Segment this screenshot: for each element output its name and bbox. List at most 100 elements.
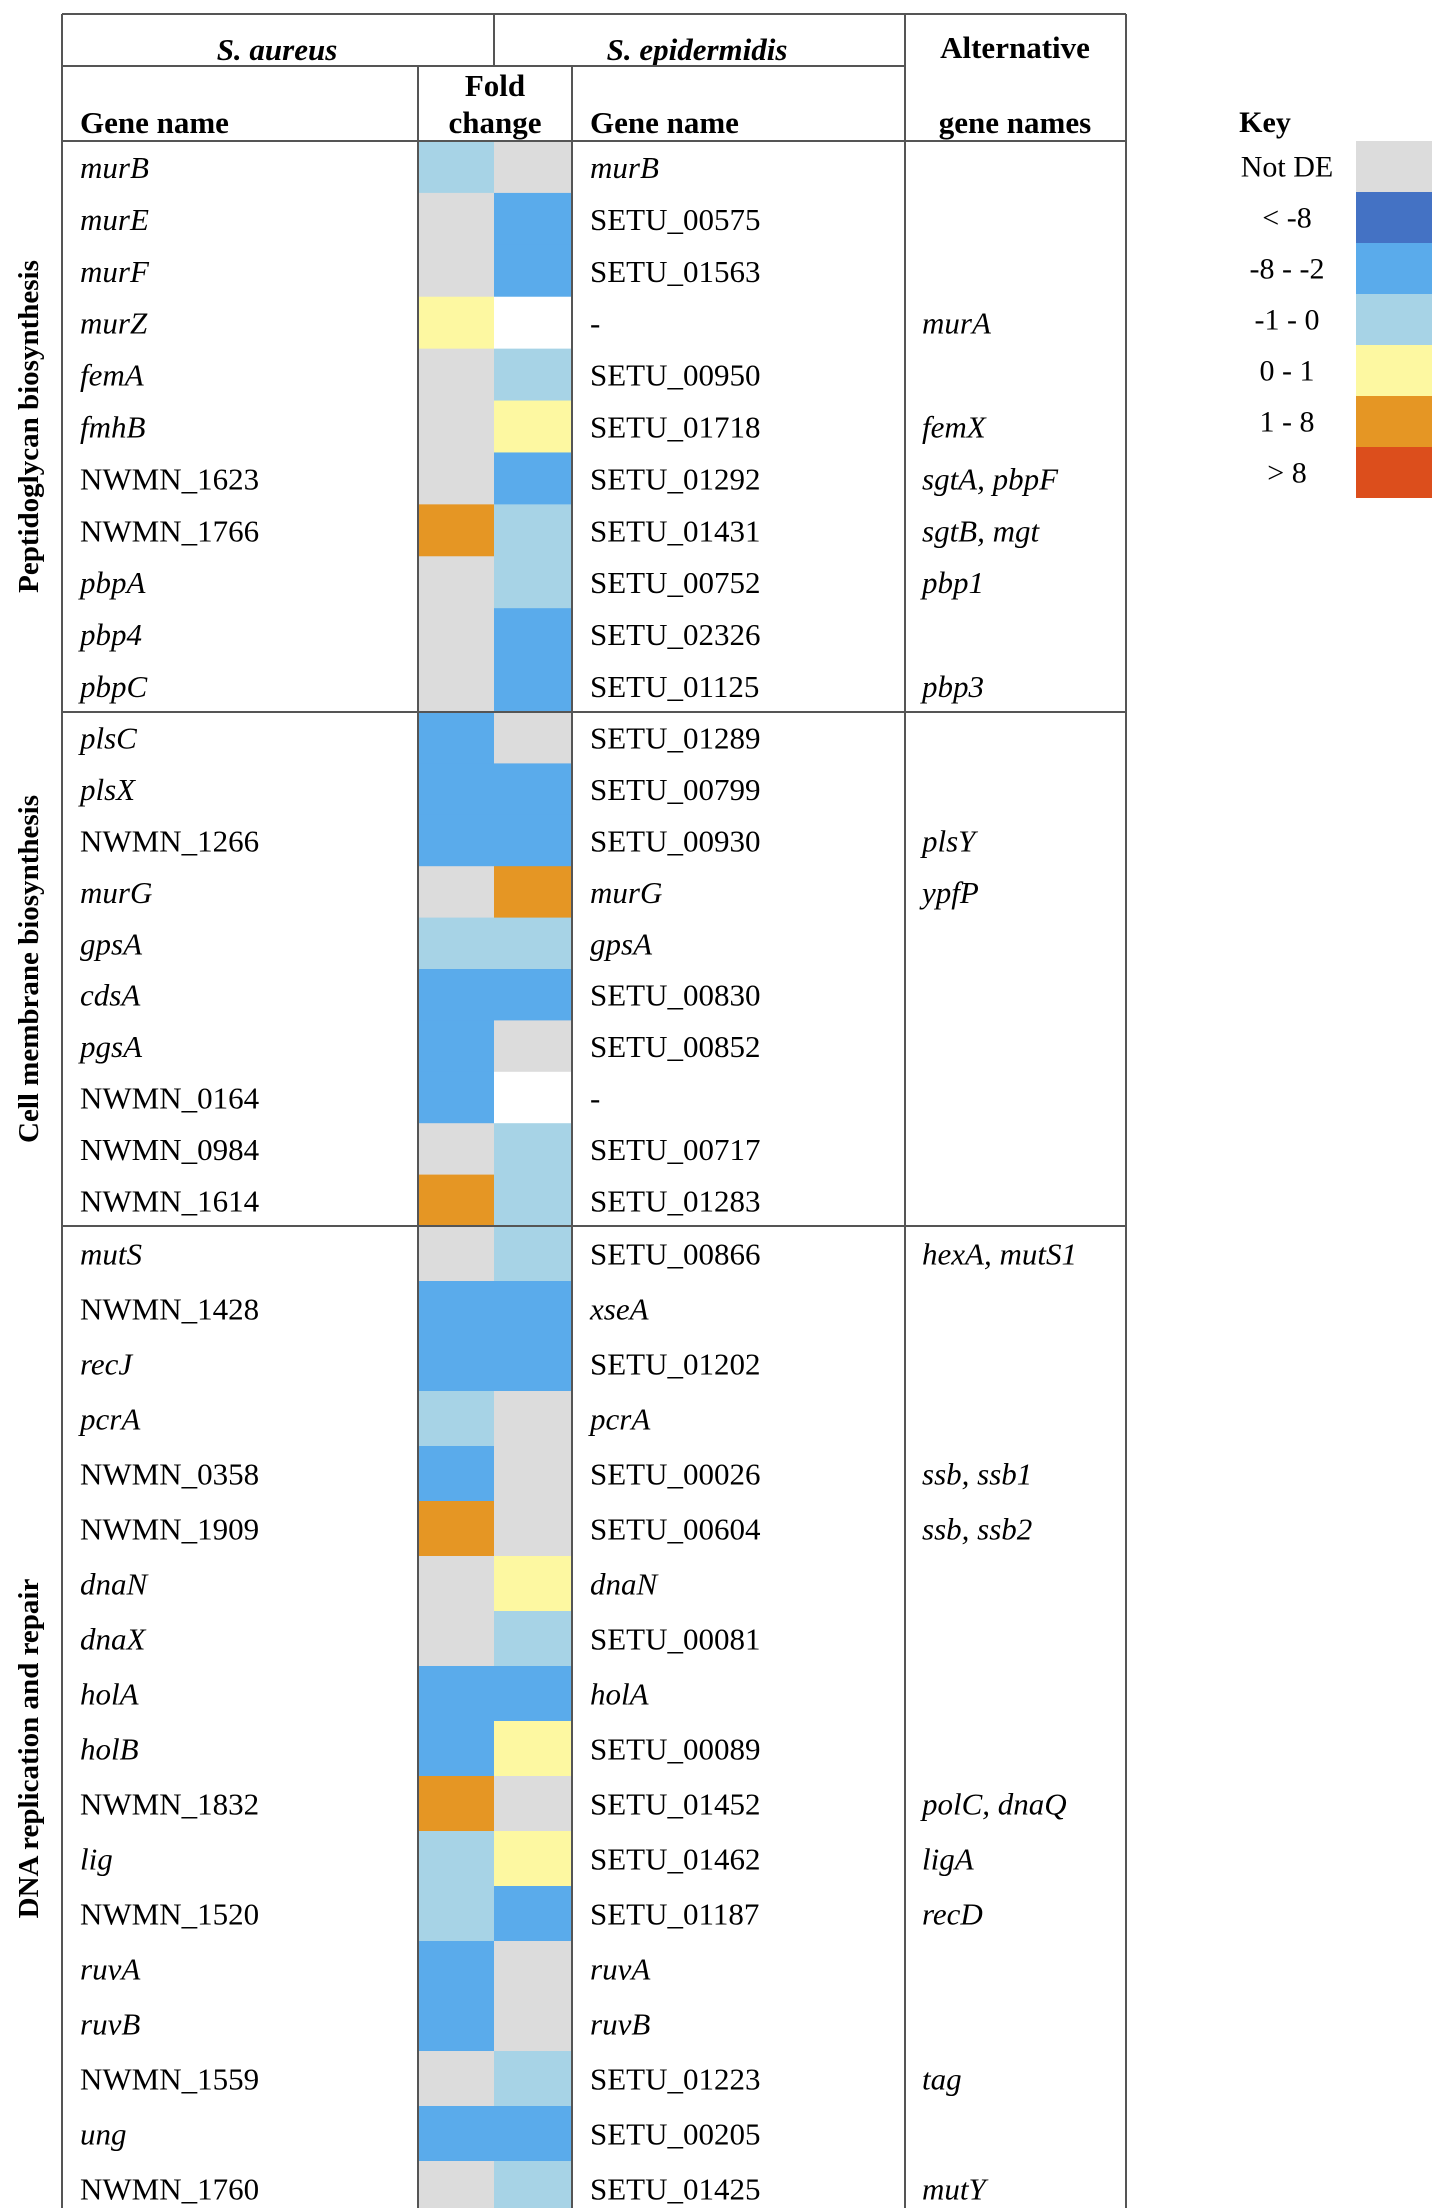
alternative-gene-name: polC, dnaQ bbox=[920, 1787, 1067, 1822]
fold-change-cell-epidermidis bbox=[494, 712, 572, 764]
fold-change-cell-epidermidis bbox=[494, 1446, 572, 1502]
fold-change-cell-aureus bbox=[418, 712, 494, 764]
alternative-gene-name: recD bbox=[922, 1897, 983, 1932]
key-label: > 8 bbox=[1267, 457, 1306, 490]
header-fold-line1: Fold bbox=[465, 68, 525, 103]
fold-change-cell-aureus bbox=[418, 1996, 494, 2052]
header-alternative-line1: Alternative bbox=[940, 30, 1090, 65]
fold-change-cell-epidermidis bbox=[494, 660, 572, 713]
gene-name-aureus: mutS bbox=[80, 1237, 142, 1272]
gene-name-epidermidis: SETU_00852 bbox=[590, 1029, 761, 1064]
gene-name-aureus: dnaN bbox=[80, 1567, 150, 1602]
gene-name-aureus: holA bbox=[80, 1677, 140, 1712]
gene-name-aureus: pbpA bbox=[78, 565, 147, 600]
fold-change-cell-epidermidis bbox=[494, 1174, 572, 1227]
fold-change-cell-epidermidis bbox=[494, 1886, 572, 1942]
gene-name-aureus: fmhB bbox=[80, 410, 146, 445]
gene-name-aureus: murE bbox=[80, 202, 149, 237]
fold-change-cell-epidermidis bbox=[494, 141, 572, 194]
gene-name-epidermidis: pcrA bbox=[588, 1402, 651, 1437]
alternative-gene-name: tag bbox=[922, 2062, 962, 2097]
fold-change-cell-aureus bbox=[418, 1123, 494, 1176]
fold-change-cell-epidermidis bbox=[494, 866, 572, 919]
fold-change-cell-epidermidis bbox=[494, 1611, 572, 1667]
fold-change-cell-aureus bbox=[418, 504, 494, 557]
fold-change-cell-aureus bbox=[418, 1391, 494, 1447]
fold-change-cell-epidermidis bbox=[494, 969, 572, 1021]
fold-change-cell-epidermidis bbox=[494, 1226, 572, 1282]
fold-change-cell-aureus bbox=[418, 763, 494, 816]
fold-change-cell-aureus bbox=[418, 1020, 494, 1073]
gene-name-epidermidis: SETU_00575 bbox=[590, 202, 761, 237]
key-swatch bbox=[1356, 141, 1432, 192]
fold-change-cell-epidermidis bbox=[494, 1391, 572, 1447]
gene-name-aureus: lig bbox=[80, 1842, 113, 1877]
section-label: Peptidoglycan biosynthesis bbox=[13, 260, 45, 593]
gene-name-aureus: murZ bbox=[80, 306, 148, 341]
fold-change-cell-aureus bbox=[418, 244, 494, 298]
fold-change-cell-epidermidis bbox=[494, 1666, 572, 1722]
gene-name-epidermidis: SETU_00089 bbox=[590, 1732, 761, 1767]
gene-name-epidermidis: SETU_01563 bbox=[590, 254, 761, 289]
gene-name-aureus: pbpC bbox=[78, 669, 148, 704]
fold-change-cell-aureus bbox=[418, 1336, 494, 1392]
fold-change-cell-epidermidis bbox=[494, 1336, 572, 1392]
fold-change-cell-epidermidis bbox=[494, 244, 572, 298]
fold-change-cell-epidermidis bbox=[494, 1721, 572, 1777]
fold-change-cell-epidermidis bbox=[494, 2051, 572, 2107]
gene-name-aureus: murB bbox=[80, 150, 149, 185]
key-swatch bbox=[1356, 294, 1432, 345]
key-label: < -8 bbox=[1262, 202, 1311, 235]
gene-name-aureus: ung bbox=[80, 2117, 127, 2152]
fold-change-cell-aureus bbox=[418, 1831, 494, 1887]
gene-name-epidermidis: SETU_01431 bbox=[590, 513, 761, 548]
fold-change-cell-aureus bbox=[418, 141, 494, 194]
gene-name-aureus: NWMN_1428 bbox=[80, 1292, 259, 1327]
header-fold-line2: change bbox=[449, 105, 542, 140]
fold-change-cell-epidermidis bbox=[494, 608, 572, 661]
gene-name-aureus: gpsA bbox=[80, 926, 143, 961]
color-key: Key Not DE < -8 -8 - -2 -1 - 0 0 - 1 1 - 8 > 8 bbox=[1239, 106, 1432, 498]
fold-change-cell-epidermidis bbox=[494, 1831, 572, 1887]
key-swatch bbox=[1356, 396, 1432, 447]
fold-change-cell-epidermidis bbox=[494, 1071, 572, 1124]
gene-name-epidermidis: SETU_01289 bbox=[590, 721, 761, 756]
key-label: -1 - 0 bbox=[1255, 304, 1320, 337]
gene-name-aureus: NWMN_1766 bbox=[80, 513, 259, 548]
alternative-gene-name: murA bbox=[922, 306, 992, 341]
gene-name-epidermidis: xseA bbox=[589, 1292, 650, 1327]
fold-change-cell-aureus bbox=[418, 2161, 494, 2208]
key-title: Key bbox=[1239, 106, 1291, 139]
gene-name-epidermidis: ruvB bbox=[590, 2007, 650, 2042]
gene-name-aureus: murF bbox=[80, 254, 150, 289]
fold-change-cell-aureus bbox=[418, 917, 494, 970]
fold-change-cell-epidermidis bbox=[494, 192, 572, 246]
gene-name-aureus: ruvB bbox=[80, 2007, 140, 2042]
gene-name-epidermidis: SETU_01202 bbox=[590, 1347, 761, 1382]
gene-name-epidermidis: SETU_00866 bbox=[590, 1237, 761, 1272]
gene-name-epidermidis: ruvA bbox=[590, 1952, 651, 1987]
fold-change-cell-aureus bbox=[418, 1776, 494, 1832]
gene-name-aureus: dnaX bbox=[80, 1622, 147, 1657]
alternative-gene-name: mutY bbox=[922, 2172, 989, 2207]
key-swatch bbox=[1356, 243, 1432, 294]
key-label: -8 - -2 bbox=[1250, 253, 1325, 286]
gene-name-epidermidis: SETU_00830 bbox=[590, 978, 761, 1013]
header-species-a: S. aureus bbox=[217, 32, 338, 67]
section-labels: Peptidoglycan biosynthesis Cell membrane … bbox=[13, 260, 45, 1918]
fold-change-cell-aureus bbox=[418, 296, 494, 350]
header-alternative-line2: gene names bbox=[939, 105, 1091, 140]
gene-name-epidermidis: SETU_01462 bbox=[590, 1842, 761, 1877]
fold-change-cell-aureus bbox=[418, 348, 494, 402]
fold-change-cell-epidermidis bbox=[494, 2106, 572, 2162]
fold-change-cell-aureus bbox=[418, 1886, 494, 1942]
fold-change-cell-aureus bbox=[418, 1721, 494, 1777]
fold-change-cell-aureus bbox=[418, 969, 494, 1021]
fold-change-cell-epidermidis bbox=[494, 400, 572, 454]
fold-change-cell-epidermidis bbox=[494, 1776, 572, 1832]
fold-change-cell-epidermidis bbox=[494, 1020, 572, 1073]
gene-name-aureus: NWMN_1559 bbox=[80, 2062, 259, 2097]
gene-name-aureus: NWMN_1760 bbox=[80, 2172, 259, 2207]
alternative-gene-name: ypfP bbox=[919, 875, 979, 910]
gene-name-epidermidis: - bbox=[590, 306, 600, 341]
